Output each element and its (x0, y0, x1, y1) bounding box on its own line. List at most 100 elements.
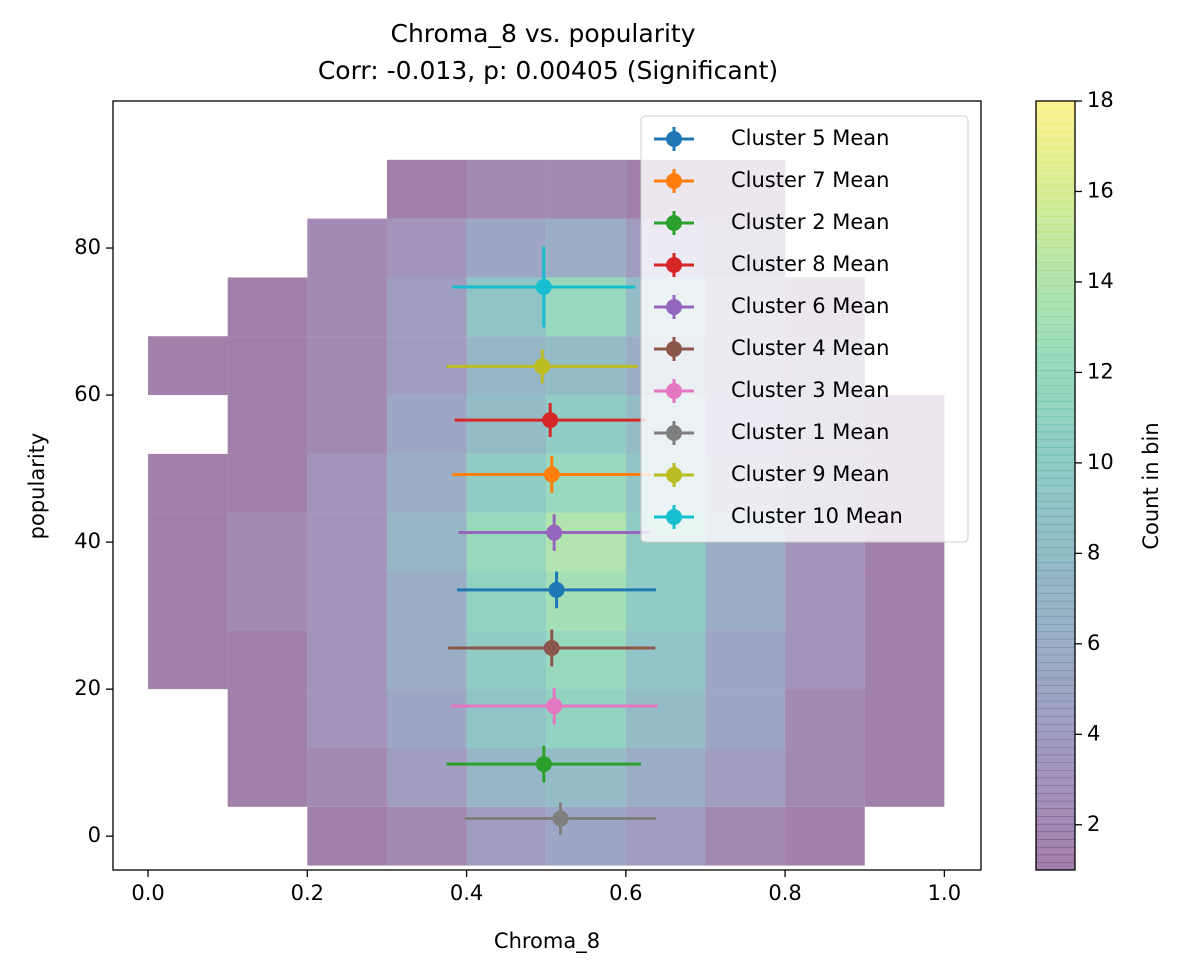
density-cell (466, 689, 547, 748)
colorbar-segment (1036, 500, 1075, 510)
colorbar-segment (1036, 362, 1075, 371)
colorbar-tick-label: 2 (1087, 812, 1100, 836)
colorbar-segment (1036, 262, 1075, 271)
density-cell (148, 512, 228, 572)
colorbar-segment (1036, 523, 1075, 533)
legend-marker (666, 173, 682, 189)
colorbar-segment (1036, 462, 1075, 471)
colorbar-segment (1036, 608, 1075, 617)
colorbar-segment (1036, 539, 1075, 548)
density-cell (466, 453, 547, 513)
density-cell (466, 512, 547, 572)
colorbar-segment (1036, 754, 1075, 763)
x-tick-label: 0.8 (768, 881, 801, 905)
colorbar-segment (1036, 700, 1075, 710)
legend-marker (666, 299, 682, 315)
colorbar-segment (1036, 285, 1075, 294)
colorbar-segment (1036, 370, 1075, 379)
density-cell (227, 395, 308, 454)
colorbar-segment (1036, 439, 1075, 448)
colorbar-segment (1036, 239, 1075, 248)
density-cell (148, 630, 228, 690)
colorbar-segment (1036, 585, 1075, 594)
density-cell (546, 453, 626, 513)
colorbar-segment (1036, 116, 1075, 125)
colorbar-segment (1036, 531, 1075, 540)
colorbar-segment (1036, 600, 1075, 610)
density-cell (864, 571, 945, 631)
chart-subtitle: Corr: -0.013, p: 0.00405 (Significant) (318, 56, 778, 85)
legend-label: Cluster 7 Mean (731, 168, 889, 192)
colorbar-segment (1036, 477, 1075, 486)
density-cell (625, 806, 706, 866)
colorbar-tick-label: 14 (1087, 269, 1114, 293)
colorbar-segment (1036, 447, 1075, 456)
density-cell (386, 747, 467, 807)
colorbar-segment (1036, 662, 1075, 671)
colorbar-segment (1036, 808, 1075, 817)
density-cell (386, 571, 467, 631)
colorbar-segment (1036, 793, 1075, 802)
density-cell (705, 630, 786, 690)
density-cell (705, 689, 786, 748)
legend-label: Cluster 1 Mean (731, 420, 889, 444)
legend-marker (666, 425, 682, 441)
colorbar-segment (1036, 554, 1075, 563)
legend-label: Cluster 4 Mean (731, 336, 889, 360)
y-tick-label: 0 (88, 823, 101, 847)
colorbar-segment (1036, 431, 1075, 440)
colorbar-segment (1036, 101, 1075, 110)
density-cell (307, 336, 387, 396)
legend-label: Cluster 2 Mean (731, 210, 889, 234)
density-cell (307, 747, 387, 807)
density-cell (864, 689, 945, 748)
mean-point (546, 524, 563, 541)
mean-point (535, 756, 552, 773)
colorbar-segment (1036, 216, 1075, 225)
colorbar-segment (1036, 354, 1075, 363)
colorbar-segment (1036, 385, 1075, 394)
density-cell (466, 218, 547, 278)
density-cell (785, 630, 865, 690)
density-cell (466, 571, 547, 631)
density-cell (625, 630, 706, 690)
y-tick-label: 20 (74, 676, 101, 700)
density-cell (625, 571, 706, 631)
colorbar-segment (1036, 300, 1075, 310)
mean-point (552, 810, 569, 827)
colorbar-segment (1036, 393, 1075, 402)
density-cell (466, 159, 547, 219)
colorbar-segment (1036, 470, 1075, 479)
density-cell (705, 747, 786, 807)
colorbar-segment (1036, 277, 1075, 287)
colorbar-segment (1036, 823, 1075, 833)
colorbar-segment (1036, 339, 1075, 348)
colorbar-segment (1036, 777, 1075, 786)
density-cell (386, 806, 467, 866)
density-cell (386, 630, 467, 690)
colorbar-segment (1036, 270, 1075, 279)
density-cell (466, 395, 547, 454)
colorbar-tick-label: 6 (1087, 631, 1100, 655)
colorbar-segment (1036, 170, 1075, 179)
colorbar-segment (1036, 139, 1075, 148)
colorbar-segment (1036, 108, 1075, 117)
mean-point (542, 412, 559, 429)
density-cell (386, 689, 467, 748)
colorbar-segment (1036, 247, 1075, 256)
density-cell (386, 395, 467, 454)
density-cell (386, 453, 467, 513)
density-cell (307, 630, 387, 690)
legend-marker (666, 215, 682, 231)
y-tick-label: 80 (74, 235, 101, 259)
colorbar-segment (1036, 124, 1075, 133)
legend-label: Cluster 10 Mean (731, 504, 903, 528)
colorbar-segment (1036, 816, 1075, 825)
colorbar-frame (1035, 100, 1076, 871)
colorbar-segment (1036, 723, 1075, 733)
colorbar-segment (1036, 854, 1075, 863)
density-cell (546, 571, 626, 631)
colorbar-label: Count in bin (1139, 422, 1163, 549)
colorbar-segment (1036, 800, 1075, 809)
colorbar-segment (1036, 739, 1075, 748)
